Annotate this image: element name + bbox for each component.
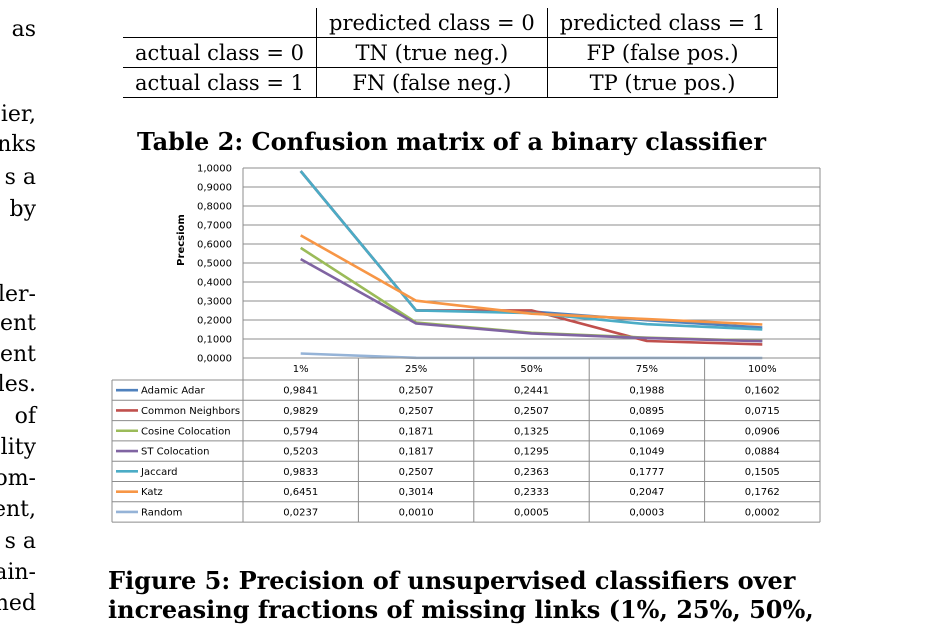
data-label: 0,1817 bbox=[399, 447, 434, 458]
y-tick-label: 0,7000 bbox=[197, 221, 232, 232]
margin-text-fragment: by bbox=[9, 197, 36, 222]
x-category-label: 25% bbox=[405, 364, 427, 375]
table-header-cell: predicted class = 1 bbox=[547, 8, 779, 38]
confusion-matrix-table: predicted class = 0 predicted class = 1 … bbox=[123, 8, 779, 98]
table-header-cell: predicted class = 0 bbox=[316, 8, 548, 38]
series-line-st-colocation bbox=[300, 257, 763, 343]
data-label: 0,5203 bbox=[283, 447, 318, 458]
x-category-label: 1% bbox=[293, 364, 309, 375]
data-label: 0,0002 bbox=[745, 507, 780, 518]
data-label: 0,2441 bbox=[514, 386, 549, 397]
left-column-text: as ier, nks s a by ler-ent ent les. of lity om-ent… bbox=[0, 0, 38, 620]
series-line-katz bbox=[300, 234, 763, 326]
y-tick-label: 0,4000 bbox=[197, 278, 232, 289]
table-cell: TN (true neg.) bbox=[316, 37, 548, 68]
data-label: 0,9841 bbox=[283, 386, 318, 397]
data-label: 0,0005 bbox=[514, 507, 549, 518]
data-label: 0,2363 bbox=[514, 467, 549, 478]
data-label: 0,5794 bbox=[283, 426, 318, 437]
data-label: 0,1602 bbox=[745, 386, 780, 397]
table-cell bbox=[123, 8, 318, 38]
legend-label: Adamic Adar bbox=[141, 386, 205, 397]
table-row: predicted class = 0 predicted class = 1 bbox=[123, 8, 779, 38]
margin-text-fragment: as bbox=[11, 17, 36, 42]
y-axis-label: Precsiom bbox=[176, 214, 187, 266]
data-label: 0,9829 bbox=[283, 406, 318, 417]
y-tick-label: 0,1000 bbox=[197, 335, 232, 346]
y-tick-label: 0,2000 bbox=[197, 316, 232, 327]
data-label: 0,6451 bbox=[283, 487, 318, 498]
table-row-header: actual class = 0 bbox=[123, 37, 318, 68]
data-label: 0,3014 bbox=[399, 487, 434, 498]
x-category-label: 100% bbox=[748, 364, 777, 375]
legend-label: Cosine Colocation bbox=[141, 426, 231, 437]
data-label: 0,1871 bbox=[399, 426, 434, 437]
data-label: 0,9833 bbox=[283, 467, 318, 478]
data-label: 0,0715 bbox=[745, 406, 780, 417]
margin-text-fragment: om- bbox=[0, 466, 36, 491]
margin-text-fragment: lity bbox=[0, 435, 36, 460]
y-tick-label: 0,9000 bbox=[197, 183, 232, 194]
y-tick-label: 0,8000 bbox=[197, 202, 232, 213]
legend-label: ST Colocation bbox=[141, 447, 209, 458]
table-row: actual class = 1 FN (false neg.) TP (tru… bbox=[123, 67, 779, 98]
table-row-header: actual class = 1 bbox=[123, 67, 318, 98]
data-label: 0,2507 bbox=[514, 406, 549, 417]
series-line-common-neighbors bbox=[299, 170, 763, 346]
figure-caption-line-1: Figure 5: Precision of unsupervised clas… bbox=[108, 566, 796, 595]
table-caption: Table 2: Confusion matrix of a binary cl… bbox=[137, 127, 767, 156]
y-tick-label: 0,6000 bbox=[197, 240, 232, 251]
table-cell: TP (true pos.) bbox=[547, 67, 779, 98]
table-cell: FN (false neg.) bbox=[316, 67, 548, 98]
data-label: 0,1325 bbox=[514, 426, 549, 437]
data-label: 0,2507 bbox=[399, 467, 434, 478]
data-label: 0,0237 bbox=[283, 507, 318, 518]
data-label: 0,1777 bbox=[629, 467, 664, 478]
data-label: 0,0003 bbox=[629, 507, 664, 518]
data-label: 0,0884 bbox=[745, 447, 780, 458]
series-line-random bbox=[300, 352, 763, 360]
y-tick-label: 1,0000 bbox=[197, 164, 232, 175]
y-tick-label: 0,5000 bbox=[197, 259, 232, 270]
margin-text-fragment: ent, bbox=[0, 497, 36, 522]
data-label: 0,0906 bbox=[745, 426, 780, 437]
data-label: 0,2507 bbox=[399, 386, 434, 397]
margin-text-fragment: ier, bbox=[0, 102, 36, 127]
y-tick-label: 0,3000 bbox=[197, 297, 232, 308]
margin-text-fragment: ent bbox=[0, 342, 36, 367]
data-label: 0,1762 bbox=[745, 487, 780, 498]
series-line-jaccard bbox=[299, 170, 763, 331]
margin-text-fragment: nks bbox=[0, 132, 36, 157]
data-label: 0,1505 bbox=[745, 467, 780, 478]
margin-text-fragment: of bbox=[14, 404, 36, 429]
x-category-label: 50% bbox=[520, 364, 542, 375]
legend-label: Common Neighbors bbox=[141, 406, 240, 417]
x-category-label: 75% bbox=[636, 364, 658, 375]
table-row: actual class = 0 TN (true neg.) FP (fals… bbox=[123, 37, 779, 68]
margin-text-fragment: s a bbox=[4, 165, 36, 190]
margin-text-fragment: ler- bbox=[0, 282, 36, 307]
margin-text-fragment: s a bbox=[4, 529, 36, 554]
legend-label: Random bbox=[141, 507, 182, 518]
margin-text-fragment: ent bbox=[0, 311, 36, 336]
data-label: 0,2047 bbox=[629, 487, 664, 498]
margin-text-fragment: ain- bbox=[0, 560, 36, 585]
y-tick-label: 0,0000 bbox=[197, 354, 232, 365]
margin-text-fragment: ned bbox=[0, 591, 36, 616]
data-label: 0,1049 bbox=[629, 447, 664, 458]
data-label: 0,1295 bbox=[514, 447, 549, 458]
data-label: 0,2333 bbox=[514, 487, 549, 498]
series-line-adamic-adar bbox=[299, 170, 763, 329]
figure-caption-line-2: increasing fractions of missing links (1… bbox=[108, 595, 814, 624]
data-label: 0,2507 bbox=[399, 406, 434, 417]
legend-label: Katz bbox=[141, 487, 163, 498]
margin-text-fragment: les. bbox=[0, 372, 36, 397]
table-cell: FP (false pos.) bbox=[547, 37, 779, 68]
data-label: 0,0895 bbox=[629, 406, 664, 417]
data-label: 0,1988 bbox=[629, 386, 664, 397]
legend-label: Jaccard bbox=[140, 467, 177, 478]
data-label: 0,1069 bbox=[629, 426, 664, 437]
data-label: 0,0010 bbox=[399, 507, 434, 518]
